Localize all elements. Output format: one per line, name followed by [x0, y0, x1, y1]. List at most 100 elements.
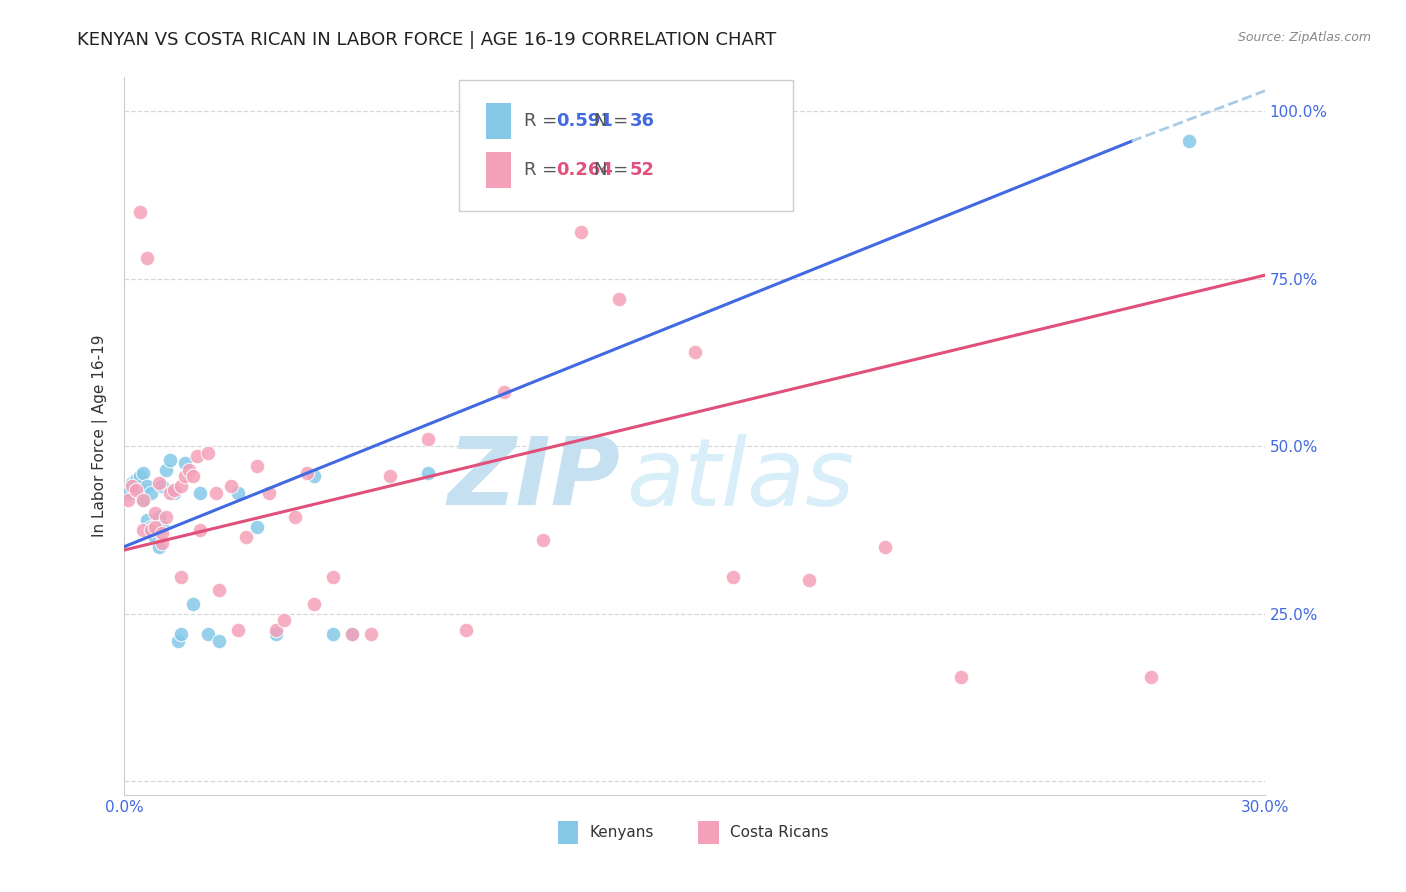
Point [322, 627, 344, 641]
Point [949, 670, 972, 684]
Point [155, 509, 177, 524]
Point [456, 624, 478, 638]
Point [228, 624, 250, 638]
Point [873, 540, 896, 554]
Point [246, 519, 269, 533]
Point [139, 486, 162, 500]
Point [266, 624, 288, 638]
Point [188, 486, 211, 500]
Point [150, 536, 173, 550]
Point [304, 597, 326, 611]
Text: Kenyans: Kenyans [589, 825, 654, 840]
Point [219, 479, 242, 493]
Point [181, 597, 204, 611]
Point [132, 523, 155, 537]
Text: N =: N = [595, 112, 634, 130]
Point [204, 486, 226, 500]
Point [174, 469, 197, 483]
Point [159, 452, 181, 467]
Point [155, 462, 177, 476]
Point [342, 627, 364, 641]
Point [125, 473, 148, 487]
Point [150, 526, 173, 541]
Point [174, 456, 197, 470]
Text: 36: 36 [630, 112, 654, 130]
Point [148, 475, 170, 490]
Point [121, 475, 143, 490]
Y-axis label: In Labor Force | Age 16-19: In Labor Force | Age 16-19 [93, 334, 108, 537]
Text: N =: N = [595, 161, 634, 179]
Point [360, 627, 382, 641]
Point [143, 519, 166, 533]
Text: R =: R = [524, 161, 562, 179]
Point [342, 627, 364, 641]
Point [150, 519, 173, 533]
Point [163, 483, 186, 497]
Text: Source: ZipAtlas.com: Source: ZipAtlas.com [1237, 31, 1371, 45]
Point [266, 627, 288, 641]
Point [322, 570, 344, 584]
Point [148, 540, 170, 554]
Point [139, 519, 162, 533]
Text: KENYAN VS COSTA RICAN IN LABOR FORCE | AGE 16-19 CORRELATION CHART: KENYAN VS COSTA RICAN IN LABOR FORCE | A… [77, 31, 776, 49]
Point [197, 627, 219, 641]
Point [166, 633, 188, 648]
Point [257, 486, 280, 500]
Point [125, 483, 148, 497]
Point [143, 519, 166, 533]
Point [132, 492, 155, 507]
Point [136, 479, 159, 493]
Text: atlas: atlas [626, 434, 855, 524]
Point [148, 509, 170, 524]
Point [143, 530, 166, 544]
Point [235, 530, 257, 544]
Text: Costa Ricans: Costa Ricans [730, 825, 828, 840]
Point [132, 466, 155, 480]
Point [418, 433, 440, 447]
Point [136, 513, 159, 527]
Point [380, 469, 402, 483]
Point [531, 533, 554, 547]
Point [170, 570, 193, 584]
Point [494, 385, 516, 400]
Point [246, 459, 269, 474]
Point [128, 469, 150, 483]
Point [163, 486, 186, 500]
Point [683, 345, 706, 359]
Point [132, 492, 155, 507]
Text: 0.264: 0.264 [555, 161, 613, 179]
Point [273, 614, 295, 628]
Point [143, 506, 166, 520]
Point [1178, 134, 1201, 148]
Text: 52: 52 [630, 161, 654, 179]
Point [128, 204, 150, 219]
Point [721, 570, 744, 584]
Point [284, 509, 307, 524]
Point [136, 252, 159, 266]
Point [569, 225, 592, 239]
Point [304, 469, 326, 483]
Point [797, 573, 820, 587]
Point [208, 633, 231, 648]
Point [418, 466, 440, 480]
Point [117, 492, 139, 507]
Point [1140, 670, 1163, 684]
Point [170, 479, 193, 493]
Text: ZIP: ZIP [447, 434, 620, 525]
Point [117, 486, 139, 500]
Point [228, 486, 250, 500]
Text: R =: R = [524, 112, 562, 130]
Text: 0.591: 0.591 [555, 112, 613, 130]
Point [188, 523, 211, 537]
Point [170, 627, 193, 641]
Point [128, 483, 150, 497]
Point [159, 486, 181, 500]
Point [181, 469, 204, 483]
Point [150, 479, 173, 493]
Point [177, 462, 200, 476]
Point [208, 583, 231, 598]
Point [121, 479, 143, 493]
Point [139, 523, 162, 537]
Point [607, 292, 630, 306]
Point [186, 449, 208, 463]
